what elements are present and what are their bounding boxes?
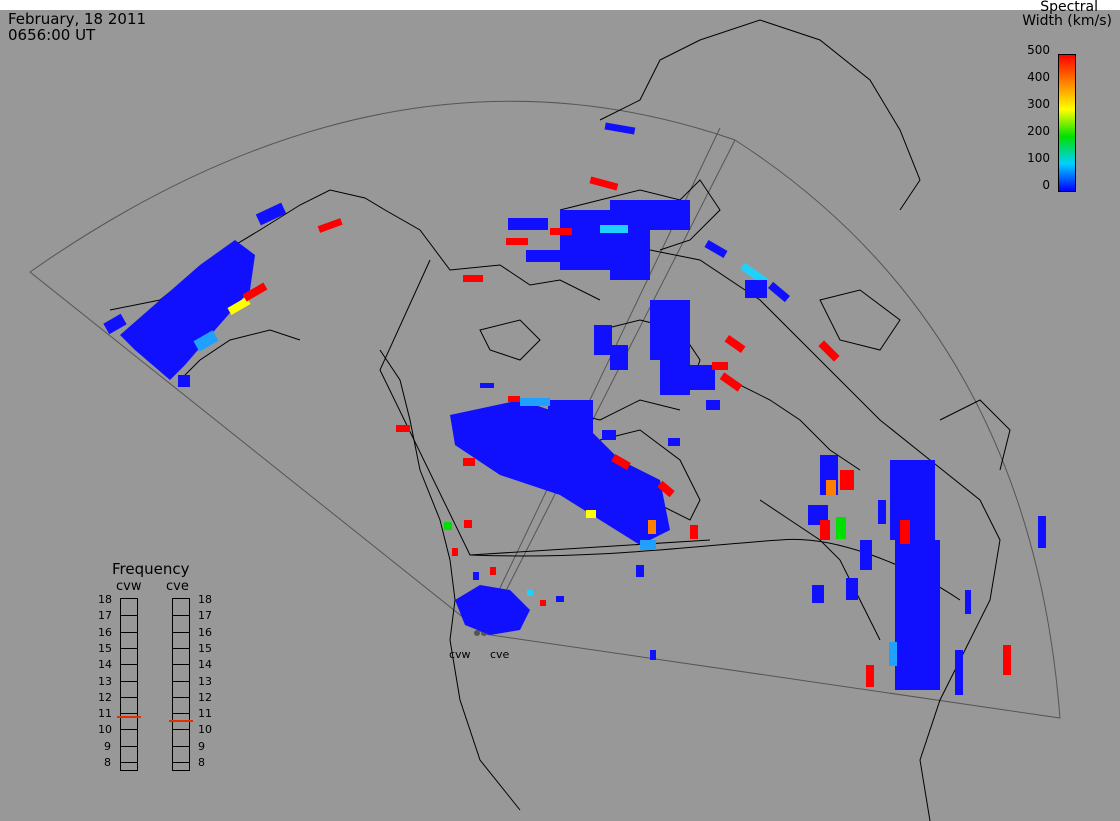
frequency-bar-cve — [169, 598, 193, 771]
frequency-gridline — [173, 745, 189, 747]
frequency-level-left: 11 — [98, 707, 112, 721]
colorbar — [1058, 54, 1076, 192]
frequency-gridline — [173, 680, 189, 682]
frequency-level-left: 12 — [98, 690, 112, 704]
frequency-level-left: 18 — [98, 593, 112, 606]
time-label: 0656:00 UT — [8, 26, 96, 44]
radar-label-cve: cve — [490, 648, 510, 661]
frequency-marker — [117, 716, 141, 719]
colorbar-tick-500: 500 — [1027, 43, 1050, 57]
frequency-title: Frequency — [112, 560, 190, 578]
colorbar-title-1: Spectral — [1040, 0, 1098, 15]
frequency-gridline — [173, 696, 189, 698]
frequency-gridline — [121, 713, 137, 715]
frequency-marker — [169, 719, 193, 722]
frequency-level-right: 17 — [198, 609, 212, 623]
frequency-gridline — [173, 713, 189, 715]
frequency-gridline — [173, 664, 189, 666]
frequency-gridline — [121, 615, 137, 617]
frequency-level-right: 8 — [198, 756, 205, 769]
colorbar-tick-100: 100 — [1027, 151, 1050, 165]
frequency-level-right: 12 — [198, 690, 212, 704]
radar-label-cvw: cvw — [449, 648, 471, 661]
frequency-gridline — [173, 631, 189, 633]
frequency-level-right: 18 — [198, 593, 212, 606]
frequency-level-left: 13 — [98, 674, 112, 688]
frequency-level-left: 14 — [98, 658, 112, 672]
frequency-gridline — [173, 729, 189, 731]
frequency-label-cve: cve — [166, 579, 189, 594]
frequency-level-left: 15 — [98, 641, 112, 655]
frequency-level-left: 9 — [104, 739, 111, 753]
frequency-gridline — [121, 631, 137, 633]
frequency-gridline — [121, 647, 137, 649]
scatter-data — [103, 122, 1046, 695]
colorbar-tick-400: 400 — [1027, 70, 1050, 84]
frequency-level-right: 11 — [198, 707, 212, 721]
colorbar-tick-200: 200 — [1027, 124, 1050, 138]
frequency-gridline — [121, 745, 137, 747]
frequency-gridline — [121, 664, 137, 666]
frequency-level-left: 10 — [98, 723, 112, 737]
frequency-level-left: 17 — [98, 609, 112, 623]
frequency-label-cvw: cvw — [116, 579, 142, 594]
frequency-level-right: 14 — [198, 658, 212, 672]
frequency-gridline — [173, 762, 189, 763]
date-label: February, 18 2011 — [8, 10, 147, 28]
frequency-gridline — [173, 615, 189, 617]
frequency-gridline — [121, 729, 137, 731]
colorbar-tick-300: 300 — [1027, 97, 1050, 111]
frequency-level-left: 8 — [104, 756, 111, 769]
frequency-gridline — [121, 696, 137, 698]
frequency-level-right: 15 — [198, 641, 212, 655]
frequency-level-right: 13 — [198, 674, 212, 688]
colorbar-tick-0: 0 — [1042, 178, 1050, 192]
frequency-level-right: 16 — [198, 625, 212, 639]
top-strip — [0, 0, 1120, 10]
frequency-gridline — [173, 647, 189, 649]
frequency-level-left: 16 — [98, 625, 112, 639]
frequency-gridline — [121, 680, 137, 682]
colorbar-title-2: Width (km/s) — [1022, 13, 1112, 29]
frequency-level-right: 9 — [198, 739, 205, 753]
frequency-level-right: 10 — [198, 723, 212, 737]
frequency-gridline — [121, 762, 137, 763]
frequency-bar-cvw — [117, 598, 141, 771]
radar-site-cvw — [474, 630, 480, 636]
